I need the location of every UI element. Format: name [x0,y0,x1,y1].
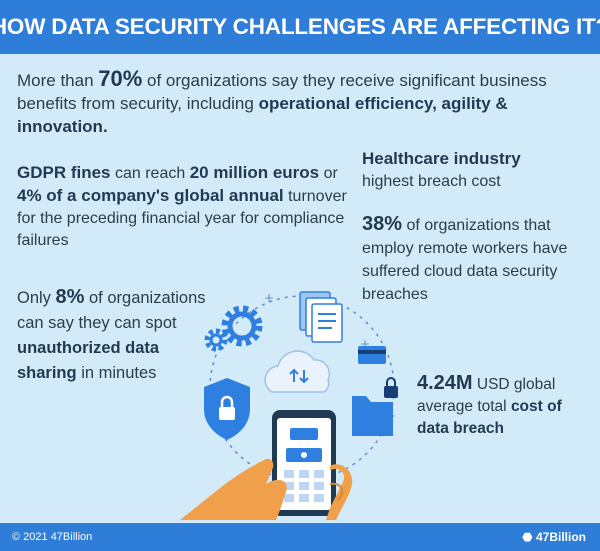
footer: © 2021 47Billion ⬣ 47Billion [0,523,600,551]
gdpr-text-1: can reach [110,165,190,182]
copyright-text: © 2021 47Billion [12,531,93,543]
security-illustration: + + + [180,291,398,520]
breach-cost-stat: 4.24M USD global average total cost of d… [417,372,595,440]
gdpr-fines: GDPR fines [17,163,111,182]
cost-highlight: cost of data breach [417,398,562,437]
shield-lock-icon [204,378,250,440]
folder-lock-icon [352,377,398,436]
gdpr-text-3: turnover for the preceding financial yea… [17,188,347,249]
only-highlight: unauthorized data sharing [17,339,160,382]
sparkle-icon: + [360,337,370,351]
gdpr-stat: GDPR fines can reach 20 million euros or… [17,162,347,252]
brand-name: 47Billion [535,530,586,544]
sparkle-icon: + [264,291,274,305]
intro-stat: More than 70% of organizations say they … [17,67,587,138]
page-title: HOW DATA SECURITY CHALLENGES ARE AFFECTI… [0,14,600,39]
remote-text: of organizations that employ remote work… [362,217,568,303]
credit-card-icon [358,346,386,364]
brand-mark-icon: ⬣ [522,530,536,544]
only-percent: 8% [55,286,85,308]
only-text-1: Only [17,289,56,307]
intro-text-1: More than [17,71,99,90]
healthcare-subtitle: highest breach cost [362,173,501,190]
brand-logo: ⬣ 47Billion [522,530,586,544]
cloud-sync-icon [264,350,331,393]
remote-workers-stat: 38% of organizations that employ remote … [362,213,592,306]
cost-text: USD global average total [417,376,556,415]
hand-icon [180,458,353,520]
gdpr-percent: 4% of a company's global annual [17,186,284,205]
intro-highlight: operational efficiency, agility & innova… [17,94,508,136]
title-banner: HOW DATA SECURITY CHALLENGES ARE AFFECTI… [0,0,600,54]
document-stack-icon [299,291,343,343]
unauthorized-sharing-stat: Only 8% of organizations can say they ca… [17,285,217,386]
intro-percent: 70% [98,66,143,91]
intro-text-2: of organizations say they receive signif… [17,71,547,113]
smartphone-icon [272,410,336,516]
gear-icon [204,305,263,352]
healthcare-stat: Healthcare industry highest breach cost [362,148,592,193]
only-text-3: in minutes [76,364,157,382]
gdpr-text-2: or [319,165,338,182]
cost-value: 4.24M [417,372,473,394]
only-text-2: of organizations can say they can spot [17,289,206,332]
remote-percent: 38% [362,213,403,235]
healthcare-title: Healthcare industry [362,149,521,168]
gdpr-amount: 20 million euros [189,163,320,182]
